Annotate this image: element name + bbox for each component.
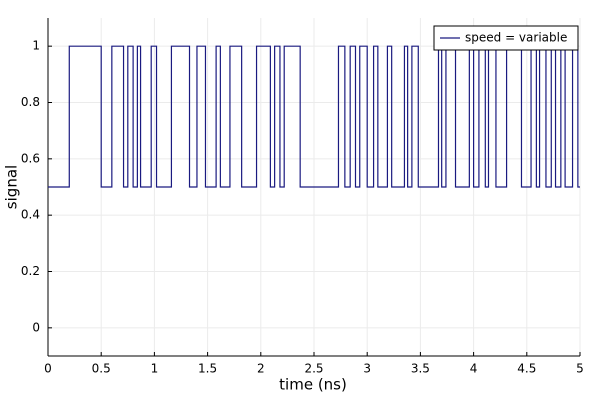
y-tick-label: 0 — [32, 320, 40, 334]
y-tick-label: 1 — [32, 39, 40, 53]
y-axis-label: signal — [3, 165, 21, 209]
x-tick-label: 3 — [363, 362, 371, 376]
x-tick-label: 3.5 — [411, 362, 430, 376]
x-tick-label: 2.5 — [304, 362, 323, 376]
legend-label: speed = variable — [465, 31, 567, 45]
x-axis-label: time (ns) — [279, 376, 347, 394]
x-tick-label: 0 — [44, 362, 52, 376]
y-tick-label: 0.8 — [21, 95, 40, 109]
x-tick-label: 2 — [257, 362, 265, 376]
x-tick-label: 1.5 — [198, 362, 217, 376]
x-tick-label: 1 — [151, 362, 159, 376]
signal-line — [48, 45, 580, 188]
x-tick-label: 4 — [470, 362, 478, 376]
y-tick-label: 0.6 — [21, 151, 40, 165]
x-tick-label: 0.5 — [92, 362, 111, 376]
y-tick-label: 0.4 — [21, 208, 40, 222]
y-tick-label: 0.2 — [21, 264, 40, 278]
x-tick-label: 5 — [576, 362, 584, 376]
x-tick-label: 4.5 — [517, 362, 536, 376]
legend: speed = variable — [433, 25, 579, 51]
